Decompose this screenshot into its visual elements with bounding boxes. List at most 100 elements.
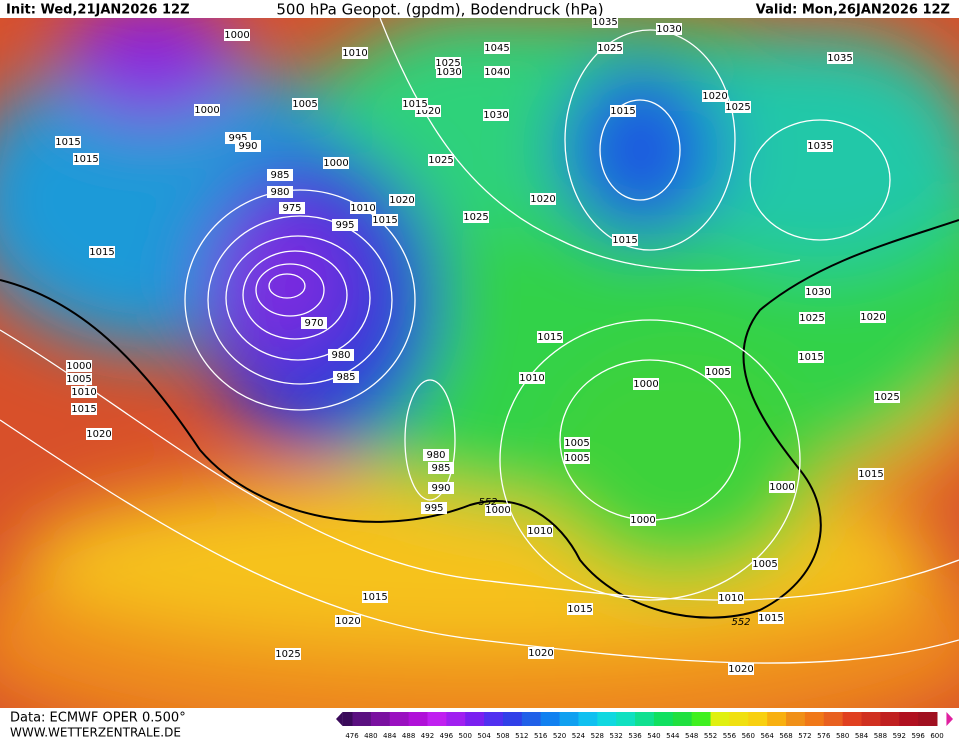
isobar-label: 1015 (612, 235, 637, 246)
isobar-label: 1010 (718, 593, 743, 604)
isobar-label-bg (342, 47, 368, 59)
isobar-label: 980 (270, 187, 289, 198)
colorbar-tick-label: 500 (459, 732, 472, 740)
isobar-label-bg (328, 349, 354, 361)
isobar-label-bg (530, 193, 556, 205)
colorbar-tick-label: 520 (553, 732, 566, 740)
isobar-label-bg (597, 42, 623, 54)
isobar-label: 1030 (656, 24, 681, 35)
isobar-label-bg (194, 104, 220, 116)
colorbar-cell (804, 712, 825, 726)
colorbar-cell (635, 712, 655, 726)
isobar-label: 1000 (633, 379, 658, 390)
colorbar-cell (521, 712, 542, 726)
colorbar-tick-label: 580 (836, 732, 849, 740)
contour-label: 552 (478, 497, 497, 508)
isobar-label: 1000 (224, 30, 249, 41)
isobar-label: 1035 (592, 17, 617, 28)
isobar-label-bg (483, 109, 509, 121)
isobar-label-bg (350, 202, 376, 214)
colorbar-tick-label: 552 (704, 732, 717, 740)
contour-label: 552 (731, 617, 750, 628)
colorbar-tick-label: 492 (421, 732, 434, 740)
isobar-label: 995 (424, 503, 443, 514)
isobar-label: 980 (426, 450, 445, 461)
colorbar-cell (691, 712, 712, 726)
isobar-label: 1030 (436, 67, 461, 78)
isobar-label: 1015 (73, 154, 98, 165)
isobar-label-bg (428, 482, 454, 494)
header: Init: Wed,21JAN2026 12Z 500 hPa Geopot. … (6, 1, 950, 740)
isobar-label-bg (224, 29, 250, 41)
isobar-label: 1020 (528, 648, 553, 659)
isobar-label-bg (537, 331, 563, 343)
isobar-label-bg (275, 648, 301, 660)
isobar-label: 1040 (484, 67, 509, 78)
isobar-label-bg (805, 286, 831, 298)
isobar-label: 1020 (86, 429, 111, 440)
isobar-label-bg (484, 66, 510, 78)
isobar-label: 1000 (769, 482, 794, 493)
isobar-label-bg (267, 186, 293, 198)
isobar-label: 1030 (805, 287, 830, 298)
colorbar-cell (597, 712, 617, 726)
isobar-label: 1030 (483, 110, 508, 121)
isobar-label-bg (519, 372, 545, 384)
isobar-label: 985 (431, 463, 450, 474)
isobar-label-bg (71, 403, 97, 415)
isobar-label: 975 (282, 203, 301, 214)
colorbar-tick-label: 524 (572, 732, 586, 740)
colorbar-tick-label: 556 (723, 732, 737, 740)
colorbar-cell (880, 712, 900, 726)
isobar-label: 1015 (567, 604, 592, 615)
colorbar-cell (823, 712, 844, 726)
colorbar-tick-label: 596 (911, 732, 925, 740)
isobar-label-bg (799, 312, 825, 324)
colorbar-tick-label: 512 (515, 732, 528, 740)
colorbar-tick-label: 588 (874, 732, 887, 740)
isobar-label-bg (279, 202, 305, 214)
isobar-label-bg (389, 194, 415, 206)
isobar-label: 1035 (807, 141, 832, 152)
isobar-label-bg (332, 219, 358, 231)
isobar-label: 1020 (728, 664, 753, 675)
isobar-label-bg (610, 105, 636, 117)
colorbar-tick-label: 568 (779, 732, 792, 740)
isobar-label: 1010 (519, 373, 544, 384)
isobar-label: 1000 (630, 515, 655, 526)
isobar-label: 1005 (66, 374, 91, 385)
colorbar-tick-label: 600 (930, 732, 943, 740)
init-time: Init: Wed,21JAN2026 12Z (6, 3, 190, 18)
isobar-label: 995 (228, 133, 247, 144)
isobar-label-bg (752, 558, 778, 570)
colorbar-tick-label: 572 (798, 732, 811, 740)
isobar-label: 1025 (428, 155, 453, 166)
isobar-label: 1000 (194, 105, 219, 116)
isobar-label-bg (86, 428, 112, 440)
colorbar-cell (352, 712, 372, 726)
site-url: WWW.WETTERZENTRALE.DE (10, 726, 181, 740)
isobar-label: 1015 (362, 592, 387, 603)
isobar-label: 985 (270, 170, 289, 181)
isobar-label: 1025 (799, 313, 824, 324)
isobar-label-bg (860, 311, 886, 323)
isobar-label-bg (564, 452, 590, 464)
colorbar-cell (484, 712, 504, 726)
colorbar-tick-label: 584 (855, 732, 869, 740)
isobar-label-bg (235, 140, 261, 152)
isobar-label: 995 (335, 220, 354, 231)
isobar-label-bg (463, 211, 489, 223)
isobar-label: 1010 (342, 48, 367, 59)
isobar-label: 1025 (597, 43, 622, 54)
isobar-label: 1025 (463, 212, 488, 223)
isobar-label: 1015 (610, 106, 635, 117)
colorbar-tick-label: 488 (402, 732, 415, 740)
colorbar-tick-label: 496 (440, 732, 454, 740)
colorbar-cell (389, 712, 410, 726)
isobar-label: 1015 (758, 613, 783, 624)
colorbar-cell (616, 712, 636, 726)
isobar-label-bg (630, 514, 656, 526)
isobar-label: 1045 (484, 43, 509, 54)
colorbar-cell (767, 712, 787, 726)
